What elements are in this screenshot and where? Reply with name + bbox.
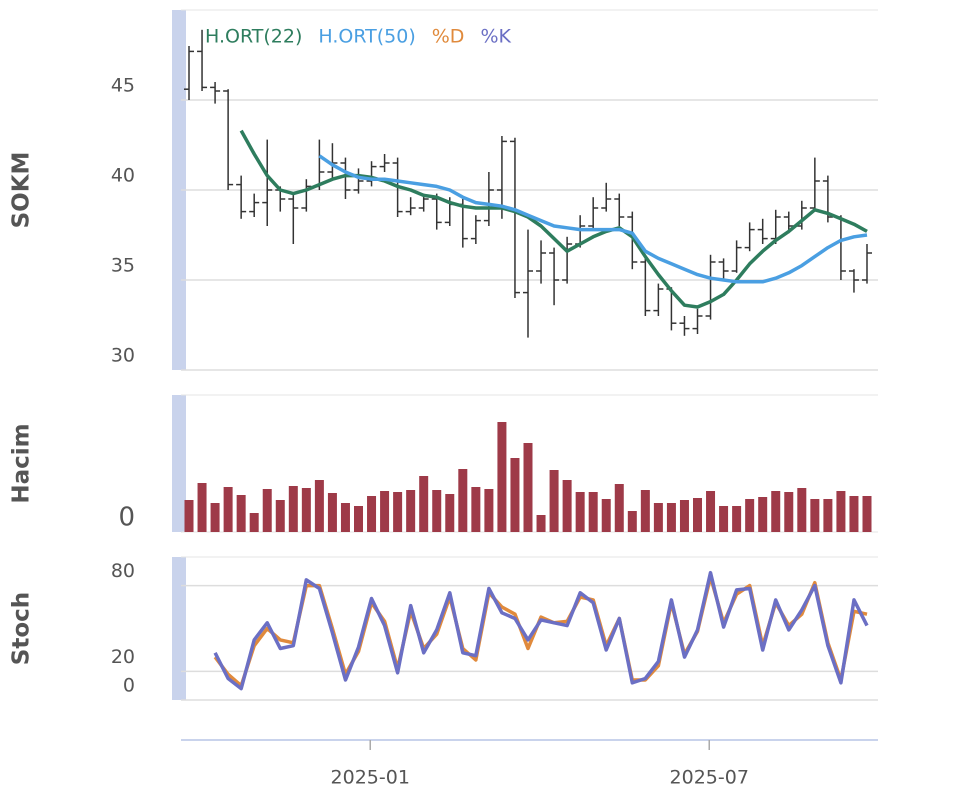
bar <box>862 496 872 532</box>
bar <box>640 490 650 532</box>
bar <box>380 491 390 532</box>
bar <box>314 480 324 532</box>
bar <box>327 493 337 532</box>
bar <box>458 469 468 532</box>
bar <box>419 476 429 532</box>
bar <box>523 443 533 532</box>
bar <box>706 491 716 532</box>
line-series <box>239 129 868 309</box>
bar <box>810 499 820 532</box>
x-tick-label: 2025-01 <box>331 767 410 789</box>
bar <box>367 496 377 532</box>
bar <box>262 489 272 532</box>
legend-entry: %K <box>480 26 511 48</box>
y-tick-label: 40 <box>111 165 135 187</box>
bar <box>340 503 350 532</box>
bar <box>432 490 442 532</box>
bar <box>823 499 833 532</box>
bar <box>288 486 298 532</box>
bar <box>549 470 559 532</box>
bar <box>797 488 807 532</box>
bar <box>771 491 781 532</box>
y-axis-label: SOKM <box>9 152 35 229</box>
bar <box>354 506 363 532</box>
bar <box>210 503 220 532</box>
y-tick-label: 0 <box>118 503 135 533</box>
bar <box>249 513 259 532</box>
bar <box>693 498 702 532</box>
y-tick-label: 35 <box>111 255 135 277</box>
bar <box>653 503 663 532</box>
legend-entry: H.ORT(22) <box>205 26 302 48</box>
bar <box>732 506 742 532</box>
bar <box>393 492 403 532</box>
bar <box>484 489 494 532</box>
y-tick-label: 20 <box>111 646 135 668</box>
y-tick-label: 30 <box>111 345 135 367</box>
bar <box>510 458 520 532</box>
bar <box>745 499 755 532</box>
bar <box>471 487 481 532</box>
bar <box>236 495 246 532</box>
y-tick-label: 45 <box>111 75 135 97</box>
y-axis-label: Stoch <box>9 592 35 665</box>
y-tick-label: 0 <box>123 675 135 697</box>
y-tick-label: 80 <box>111 560 135 582</box>
bar <box>627 511 637 532</box>
range-indicator <box>172 395 186 532</box>
bar <box>849 496 859 532</box>
bar <box>184 500 194 532</box>
bar <box>575 492 585 532</box>
bar <box>301 488 311 532</box>
bar <box>588 492 598 532</box>
line-series <box>318 154 868 284</box>
x-tick-label: 2025-07 <box>670 767 749 789</box>
bar <box>784 492 794 532</box>
bar <box>719 506 729 532</box>
bar <box>614 484 624 532</box>
bar <box>223 487 233 532</box>
bar <box>601 499 611 532</box>
bar <box>666 503 676 532</box>
bar <box>836 491 846 532</box>
line-series <box>213 570 869 691</box>
bar <box>275 500 285 532</box>
y-axis-label: Hacim <box>9 423 35 503</box>
bar <box>197 483 207 532</box>
legend-entry: %D <box>432 26 465 48</box>
range-indicator <box>172 557 186 700</box>
bar <box>679 500 689 532</box>
bar <box>536 515 546 532</box>
bar <box>497 422 507 532</box>
bar <box>758 497 768 532</box>
bar <box>406 490 416 532</box>
bar <box>445 494 455 532</box>
legend-entry: H.ORT(50) <box>318 26 415 48</box>
bar <box>562 480 572 532</box>
